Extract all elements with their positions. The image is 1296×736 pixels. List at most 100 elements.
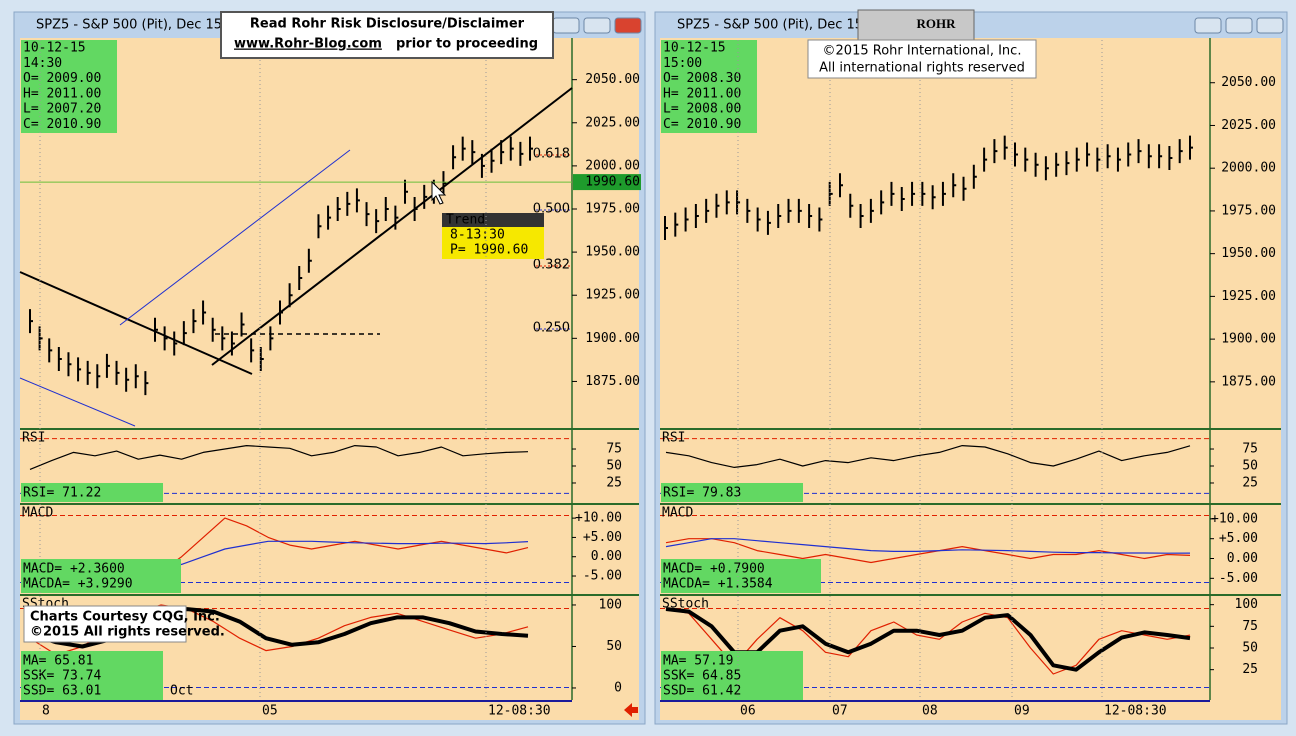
price-bar xyxy=(394,205,399,230)
y-tick-label: 100 xyxy=(599,597,622,612)
price-bar xyxy=(705,198,710,223)
price-bar xyxy=(1147,144,1152,169)
readout-box xyxy=(21,651,163,700)
courtesy-line: Charts Courtesy CQG, Inc. xyxy=(30,610,220,625)
window-max-button[interactable] xyxy=(1225,17,1253,34)
window-max-button[interactable] xyxy=(583,17,611,34)
info-line: 14:30 xyxy=(23,56,62,71)
price-bar xyxy=(715,193,720,218)
info-box xyxy=(21,40,117,133)
price-bar xyxy=(269,326,274,351)
y-tick-label: 50 xyxy=(606,639,622,654)
y-tick-label: 50 xyxy=(606,459,622,474)
y-tick-label: 25 xyxy=(1242,662,1258,677)
readout-box xyxy=(661,559,821,593)
price-bar xyxy=(365,202,370,227)
readout-text: MACD= +0.7900 xyxy=(663,562,765,577)
price-bar xyxy=(173,331,178,356)
info-line: 10-12-15 xyxy=(663,41,726,56)
channel-line xyxy=(19,377,136,427)
panel-label: MACD xyxy=(22,506,53,521)
price-bar xyxy=(1158,144,1163,169)
price-bar xyxy=(384,196,389,221)
y-tick-label: 1975.00 xyxy=(585,201,640,216)
chart-area xyxy=(20,38,639,700)
scroll-arrow[interactable] xyxy=(624,703,638,717)
price-bar xyxy=(230,331,235,356)
y-tick-label: 1975.00 xyxy=(1221,203,1276,218)
price-bar xyxy=(115,360,120,385)
price-bar xyxy=(471,140,476,165)
window-min-button[interactable] xyxy=(552,17,580,34)
y-tick-label: 75 xyxy=(606,442,622,457)
price-bar xyxy=(1075,147,1080,172)
info-line: H= 2011.00 xyxy=(663,86,741,101)
y-tick-label: -5.00 xyxy=(1219,571,1258,586)
x-tick-label: 06 xyxy=(740,704,756,719)
price-bar xyxy=(442,171,447,196)
y-tick-label: +10.00 xyxy=(575,511,622,526)
price-bar xyxy=(96,364,101,389)
y-tick-label: +10.00 xyxy=(1211,511,1258,526)
price-bar xyxy=(375,209,380,234)
price-bar xyxy=(57,347,62,372)
price-bar xyxy=(221,326,226,351)
price-bar xyxy=(880,190,885,215)
x-axis-strip xyxy=(660,700,1281,720)
logo-box xyxy=(857,9,975,41)
price-bar xyxy=(1096,147,1101,172)
price-bar xyxy=(182,321,187,346)
y-tick-label: 1950.00 xyxy=(585,245,640,260)
price-bar xyxy=(890,181,895,206)
price-bar xyxy=(839,173,843,198)
price-bar xyxy=(202,300,207,325)
readout-box xyxy=(21,559,181,593)
price-bar xyxy=(519,141,524,166)
price-bar xyxy=(725,190,730,215)
price-bar xyxy=(346,191,351,216)
price-bar xyxy=(1189,135,1193,160)
y-tick-label: 1950.00 xyxy=(1221,246,1276,261)
x-tick-label: 09 xyxy=(1014,704,1030,719)
window-min-button[interactable] xyxy=(1194,17,1222,34)
price-bar xyxy=(972,164,977,189)
indicator-line xyxy=(29,445,529,470)
price-bar xyxy=(29,309,33,334)
price-bar xyxy=(86,360,91,385)
price-bar xyxy=(818,207,823,232)
window-close-button[interactable] xyxy=(1256,17,1284,34)
logo-text: ROHR xyxy=(917,16,957,31)
price-bar xyxy=(1116,147,1121,172)
readout-text: SSD= 63.01 xyxy=(23,684,101,699)
y-tick-label: 1925.00 xyxy=(585,288,640,303)
disclaimer-link[interactable]: www.Rohr-Blog.com xyxy=(234,37,382,52)
price-bar xyxy=(1168,145,1173,170)
y-tick-label: 1900.00 xyxy=(585,331,640,346)
price-bar xyxy=(48,338,53,363)
indicator-line xyxy=(665,538,1191,564)
y-tick-label: 2000.00 xyxy=(585,158,640,173)
price-bar xyxy=(307,248,312,273)
price-bar xyxy=(1055,152,1060,177)
price-bar xyxy=(828,181,833,206)
price-bar xyxy=(144,371,149,396)
disclaimer-box xyxy=(220,11,554,59)
window-close-button[interactable] xyxy=(614,17,642,34)
price-bar xyxy=(423,184,428,209)
y-tick-label: 100 xyxy=(1235,597,1258,612)
readout-box xyxy=(21,483,163,502)
price-bar xyxy=(192,309,197,334)
price-bar xyxy=(1178,139,1183,164)
price-bar xyxy=(38,326,43,351)
y-tick-label: 2050.00 xyxy=(585,72,640,87)
x-tick-label: 05 xyxy=(262,704,278,719)
price-bar xyxy=(736,190,741,215)
y-tick-label: +5.00 xyxy=(583,530,622,545)
cursor xyxy=(431,180,447,205)
copyright-box xyxy=(807,39,1037,79)
price-bar xyxy=(134,364,139,389)
price-bar xyxy=(1106,144,1111,169)
readout-text: MACDA= +3.9290 xyxy=(23,577,133,592)
tooltip-head xyxy=(442,213,544,227)
